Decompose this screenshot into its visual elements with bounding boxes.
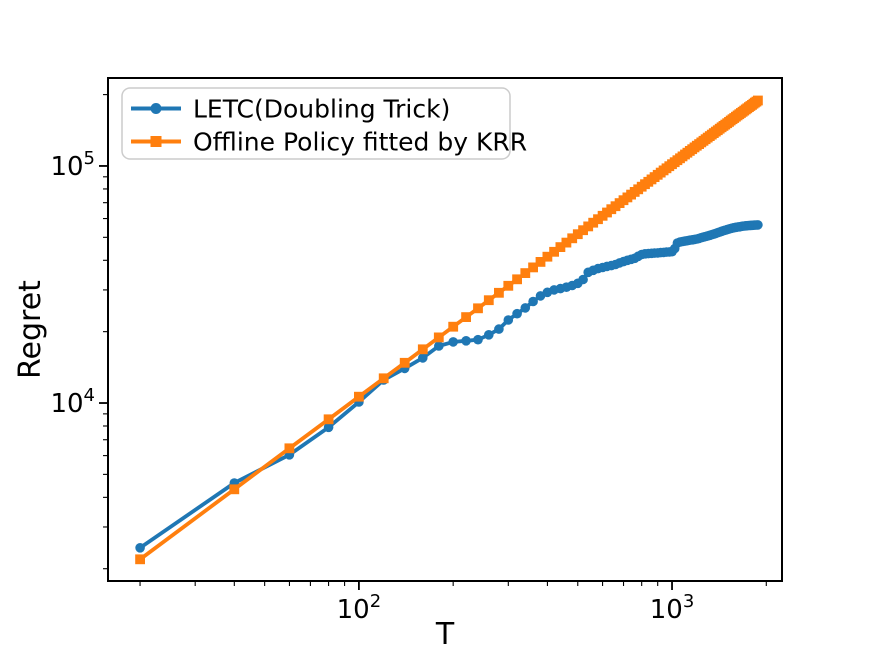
data-point-marker: [555, 242, 566, 252]
data-point-marker: [520, 268, 531, 278]
data-point-marker: [512, 274, 522, 285]
data-point-marker: [448, 321, 459, 332]
data-point-marker: [561, 237, 572, 248]
data-point-marker: [753, 95, 763, 106]
data-point-marker: [535, 257, 546, 267]
y-axis-label: Regret: [13, 280, 48, 379]
data-point-marker: [503, 315, 514, 325]
y-tick-label: 105: [50, 148, 95, 182]
x-axis-label: T: [435, 617, 455, 652]
data-point-marker: [483, 295, 494, 306]
data-point-marker: [528, 296, 538, 307]
data-point-marker: [354, 391, 364, 402]
legend-label-krr: Offline Policy fitted by KRR: [193, 128, 527, 157]
data-point-marker: [284, 443, 295, 454]
legend-circle-marker-icon: [150, 103, 162, 114]
data-point-marker: [418, 353, 428, 363]
data-point-marker: [578, 274, 588, 285]
data-series: [135, 95, 763, 565]
series-krr: [135, 95, 763, 565]
data-point-marker: [503, 280, 514, 291]
data-point-marker: [434, 341, 444, 351]
data-point-marker: [753, 220, 763, 230]
data-point-marker: [549, 246, 559, 257]
data-point-marker: [473, 303, 483, 314]
data-point-marker: [494, 287, 504, 298]
legend: LETC(Doubling Trick) Offline Policy fitt…: [121, 87, 527, 160]
data-point-marker: [583, 221, 594, 232]
data-point-marker: [512, 308, 522, 319]
data-point-marker: [528, 262, 538, 273]
data-point-marker: [229, 484, 240, 495]
legend-square-marker-icon: [150, 136, 162, 147]
data-point-marker: [433, 332, 444, 343]
data-point-marker: [578, 225, 588, 236]
data-point-marker: [135, 554, 145, 565]
data-point-marker: [399, 357, 410, 368]
data-point-marker: [323, 422, 334, 433]
x-tick-label: 102: [337, 591, 382, 625]
x-tick-label: 103: [650, 591, 695, 625]
data-point-marker: [378, 373, 389, 384]
data-point-marker: [448, 337, 459, 347]
data-point-marker: [323, 414, 334, 425]
legend-label-letc: LETC(Doubling Trick): [193, 95, 450, 124]
data-point-marker: [461, 336, 471, 346]
axis-tick-labels: 102 103 104 105: [50, 148, 694, 625]
data-point-marker: [135, 543, 145, 553]
data-point-marker: [572, 229, 583, 240]
data-point-marker: [494, 324, 504, 334]
y-tick-label: 104: [50, 385, 95, 419]
series-line: [138, 223, 760, 550]
data-point-marker: [542, 251, 553, 262]
data-point-marker: [461, 312, 471, 322]
data-point-marker: [567, 233, 578, 244]
plot-border: [107, 77, 783, 582]
series-letc: [135, 220, 763, 553]
data-point-marker: [484, 330, 494, 340]
data-point-marker: [473, 334, 483, 345]
data-point-marker: [417, 344, 428, 355]
legend-box: [121, 87, 511, 160]
data-point-marker: [520, 303, 531, 313]
